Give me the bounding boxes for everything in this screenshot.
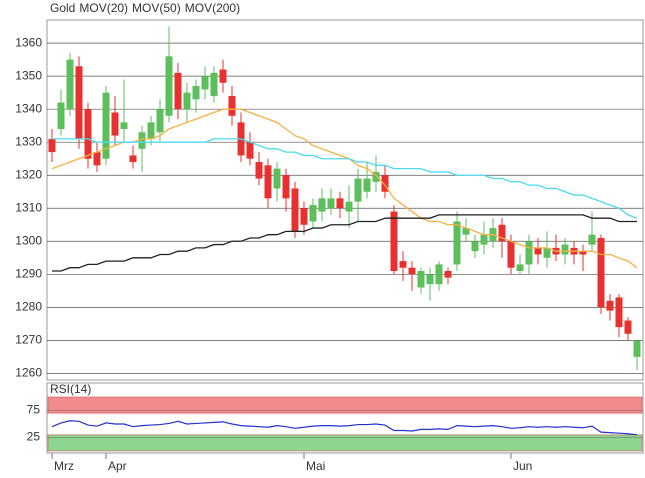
y-tick-label: 1300 bbox=[15, 233, 42, 247]
candle-body bbox=[480, 234, 488, 245]
candle-body bbox=[291, 188, 299, 232]
rsi-band bbox=[47, 434, 643, 452]
candle-body bbox=[408, 267, 416, 275]
x-tick-label: Mrz bbox=[54, 459, 74, 473]
candle-body bbox=[147, 122, 155, 139]
candle-body bbox=[588, 234, 596, 245]
x-tick-label: Apr bbox=[108, 459, 127, 473]
y-tick-label: 1270 bbox=[15, 333, 42, 347]
moving-average-line bbox=[52, 138, 638, 219]
candle-body bbox=[57, 102, 65, 129]
candle-body bbox=[534, 247, 542, 255]
y-tick-label: 1340 bbox=[15, 101, 42, 115]
main-frame bbox=[46, 19, 644, 381]
candle-body bbox=[471, 241, 479, 252]
legend-entry: MOV(20) bbox=[79, 1, 128, 15]
candle-body bbox=[561, 244, 569, 255]
candle-body bbox=[273, 168, 281, 189]
y-tick-label: 1260 bbox=[15, 366, 42, 380]
candle-body bbox=[120, 122, 128, 129]
candle-body bbox=[192, 86, 200, 100]
y-tick-label: 1360 bbox=[15, 35, 42, 49]
candle-body bbox=[102, 92, 110, 159]
candle-body bbox=[624, 320, 632, 334]
y-tick-label: 1350 bbox=[15, 68, 42, 82]
candle-body bbox=[633, 340, 641, 357]
candle-body bbox=[336, 198, 344, 209]
candle-body bbox=[381, 175, 389, 192]
y-tick-label: 1280 bbox=[15, 300, 42, 314]
legend-entry: MOV(200) bbox=[185, 1, 240, 15]
candle-body bbox=[372, 171, 380, 182]
rsi-line bbox=[51, 420, 638, 436]
y-tick-label: 1310 bbox=[15, 200, 42, 214]
candle-body bbox=[165, 56, 173, 116]
candle-body bbox=[282, 175, 290, 199]
candle-body bbox=[300, 208, 308, 225]
candle-body bbox=[210, 72, 218, 96]
candle-body bbox=[597, 237, 605, 308]
candle-body bbox=[516, 264, 524, 272]
legend-entry: MOV(50) bbox=[132, 1, 181, 15]
rsi-frame bbox=[46, 382, 644, 454]
candle-body bbox=[318, 198, 326, 212]
candle-body bbox=[93, 152, 101, 166]
candle-body bbox=[426, 274, 434, 285]
candle-body bbox=[264, 165, 272, 199]
candle-body bbox=[444, 271, 452, 278]
candle-body bbox=[579, 251, 587, 255]
candle-body bbox=[327, 198, 335, 209]
candle-body bbox=[66, 59, 74, 110]
candle-body bbox=[219, 69, 227, 83]
candle-body bbox=[363, 178, 371, 192]
candle-body bbox=[606, 300, 614, 311]
rsi-band bbox=[47, 396, 643, 414]
candle-body bbox=[543, 247, 551, 258]
candle-body bbox=[138, 132, 146, 149]
candle-body bbox=[111, 112, 119, 136]
candle-body bbox=[201, 76, 209, 90]
candle-body bbox=[462, 228, 470, 235]
candle-body bbox=[156, 109, 164, 133]
candle-body bbox=[525, 241, 533, 265]
candle-body bbox=[309, 204, 317, 222]
candle-body bbox=[417, 271, 425, 288]
candle-body bbox=[354, 178, 362, 202]
candle-body bbox=[48, 138, 56, 153]
moving-average-line bbox=[52, 214, 637, 272]
y-tick-label: 1330 bbox=[15, 134, 42, 148]
candle-body bbox=[453, 221, 461, 265]
x-tick-label: Mai bbox=[306, 459, 325, 473]
y-tick-label: 1290 bbox=[15, 266, 42, 280]
candle-body bbox=[615, 297, 623, 328]
y-tick-label: 75 bbox=[27, 403, 41, 417]
panel-title: RSI(14) bbox=[50, 382, 91, 396]
moving-average-line bbox=[51, 108, 638, 269]
legend-entry: Gold bbox=[50, 1, 75, 15]
candle-body bbox=[507, 241, 515, 268]
candle-body bbox=[498, 224, 506, 242]
x-tick-label: Jun bbox=[513, 459, 532, 473]
y-tick-label: 25 bbox=[27, 430, 41, 444]
candle-body bbox=[183, 92, 191, 110]
candle-body bbox=[84, 109, 92, 159]
candle-body bbox=[399, 261, 407, 268]
candle-body bbox=[345, 201, 353, 212]
candle-body bbox=[390, 211, 398, 272]
y-tick-label: 1320 bbox=[15, 167, 42, 181]
candle-body bbox=[75, 66, 83, 139]
candle-body bbox=[435, 264, 443, 285]
candle-body bbox=[174, 72, 182, 110]
candle-body bbox=[228, 95, 236, 116]
candle-body bbox=[246, 142, 254, 159]
candle-body bbox=[129, 155, 137, 163]
candle-body bbox=[255, 162, 263, 179]
